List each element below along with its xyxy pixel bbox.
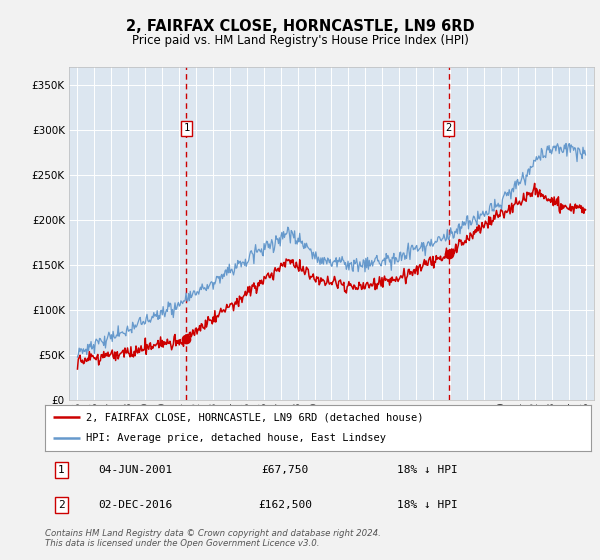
Text: £67,750: £67,750 bbox=[262, 465, 309, 475]
Text: 18% ↓ HPI: 18% ↓ HPI bbox=[397, 500, 458, 510]
Text: 04-JUN-2001: 04-JUN-2001 bbox=[98, 465, 172, 475]
Text: 2: 2 bbox=[446, 123, 452, 133]
Text: 2, FAIRFAX CLOSE, HORNCASTLE, LN9 6RD: 2, FAIRFAX CLOSE, HORNCASTLE, LN9 6RD bbox=[125, 20, 475, 34]
Text: 1: 1 bbox=[183, 123, 190, 133]
Text: 02-DEC-2016: 02-DEC-2016 bbox=[98, 500, 172, 510]
Text: 18% ↓ HPI: 18% ↓ HPI bbox=[397, 465, 458, 475]
Text: 1: 1 bbox=[58, 465, 65, 475]
Text: Price paid vs. HM Land Registry's House Price Index (HPI): Price paid vs. HM Land Registry's House … bbox=[131, 34, 469, 47]
Text: 2: 2 bbox=[58, 500, 65, 510]
Text: 2, FAIRFAX CLOSE, HORNCASTLE, LN9 6RD (detached house): 2, FAIRFAX CLOSE, HORNCASTLE, LN9 6RD (d… bbox=[86, 412, 424, 422]
Text: Contains HM Land Registry data © Crown copyright and database right 2024.
This d: Contains HM Land Registry data © Crown c… bbox=[45, 529, 381, 548]
Text: £162,500: £162,500 bbox=[258, 500, 312, 510]
Text: HPI: Average price, detached house, East Lindsey: HPI: Average price, detached house, East… bbox=[86, 433, 386, 444]
